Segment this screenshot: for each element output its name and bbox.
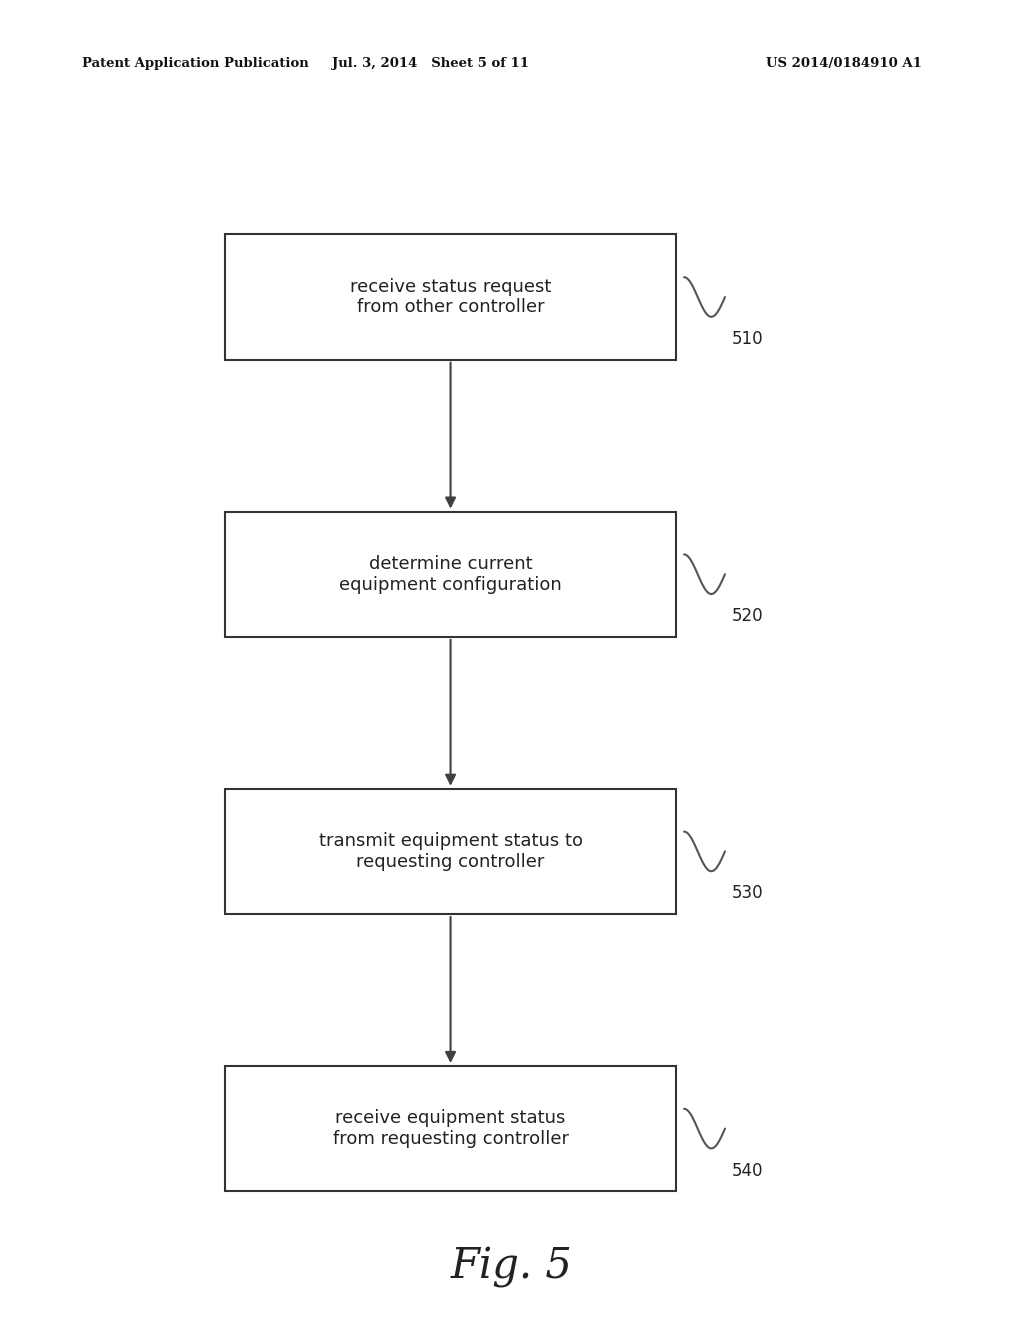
Text: Patent Application Publication: Patent Application Publication [82,57,308,70]
Text: transmit equipment status to
requesting controller: transmit equipment status to requesting … [318,832,583,871]
Text: 540: 540 [732,1162,764,1180]
Text: receive status request
from other controller: receive status request from other contro… [350,277,551,317]
Bar [225,789,676,913]
Text: Fig. 5: Fig. 5 [451,1246,573,1288]
Text: 520: 520 [732,607,764,626]
Bar [225,235,676,359]
Text: Jul. 3, 2014   Sheet 5 of 11: Jul. 3, 2014 Sheet 5 of 11 [332,57,528,70]
Bar [225,1067,676,1191]
Text: 510: 510 [732,330,764,348]
Bar [225,512,676,638]
Text: receive equipment status
from requesting controller: receive equipment status from requesting… [333,1109,568,1148]
Text: US 2014/0184910 A1: US 2014/0184910 A1 [766,57,922,70]
Text: 530: 530 [732,884,764,903]
Text: determine current
equipment configuration: determine current equipment configuratio… [339,554,562,594]
